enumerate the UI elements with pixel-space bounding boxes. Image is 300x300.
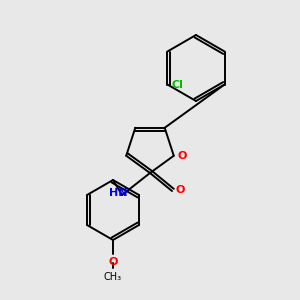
Text: HN: HN xyxy=(109,188,128,198)
Text: CH₃: CH₃ xyxy=(104,272,122,282)
Text: O: O xyxy=(175,185,184,195)
Text: O: O xyxy=(178,151,187,161)
Text: Cl: Cl xyxy=(171,80,183,89)
Text: O: O xyxy=(108,257,118,267)
